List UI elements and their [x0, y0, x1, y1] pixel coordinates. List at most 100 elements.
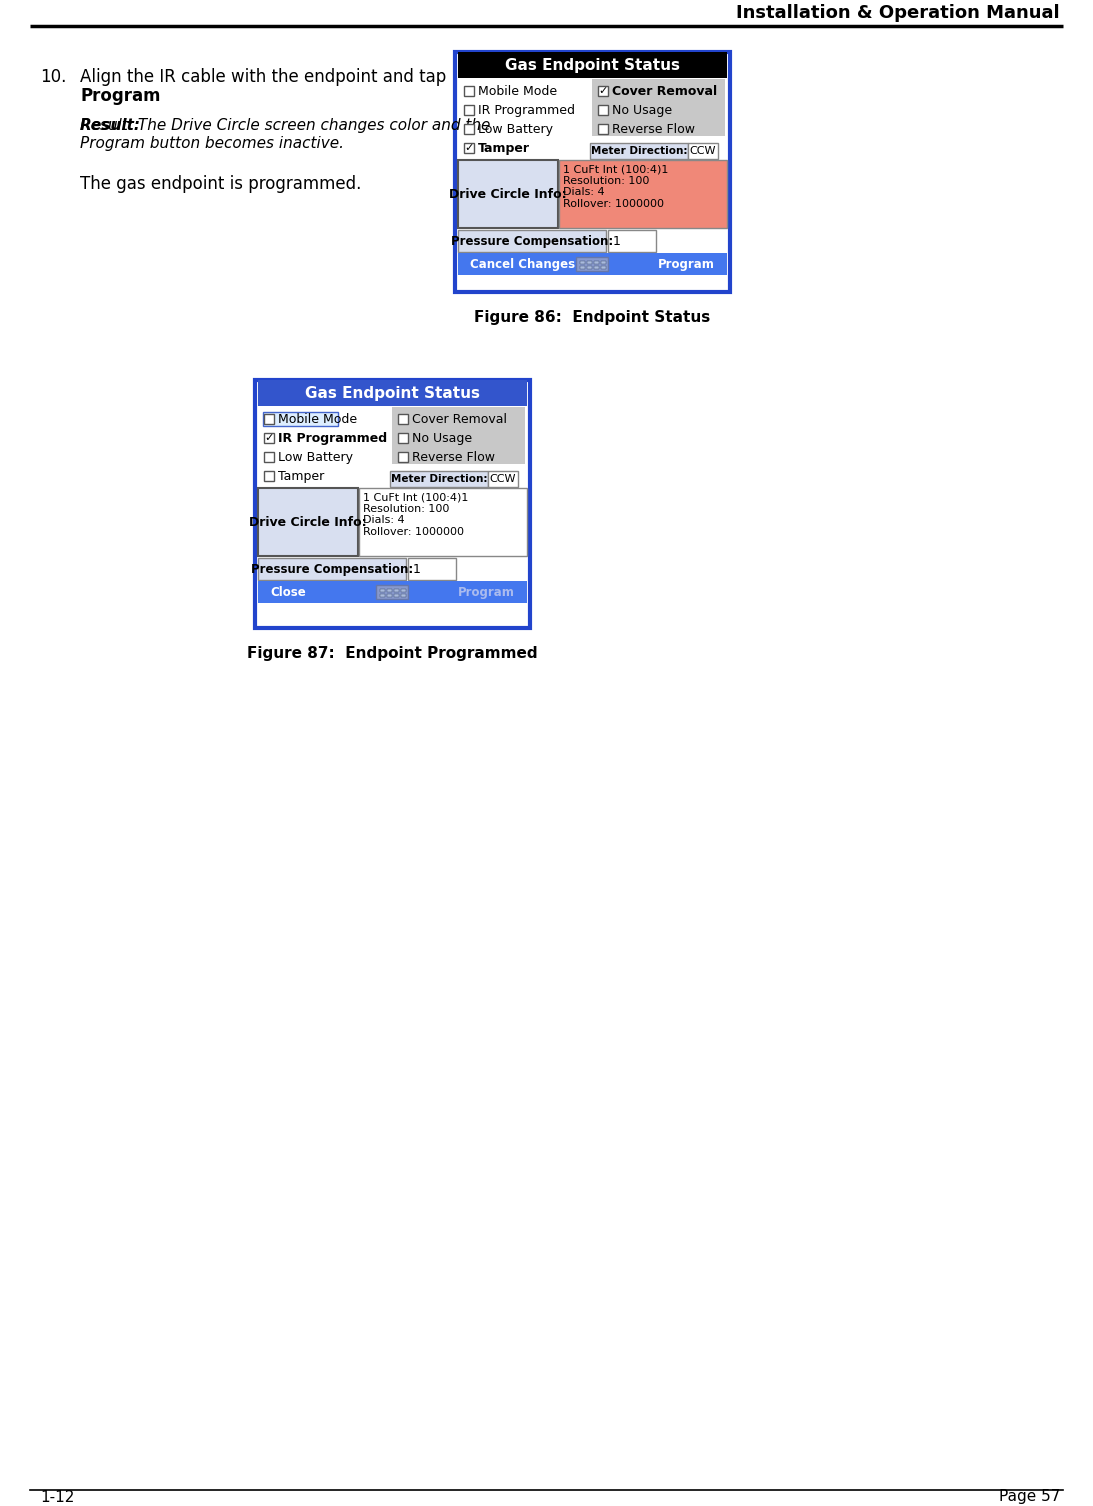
- Text: Mobile Mode: Mobile Mode: [278, 413, 357, 426]
- Bar: [359, 488, 527, 556]
- Bar: [458, 253, 727, 276]
- Text: ✓: ✓: [265, 434, 273, 443]
- Text: Gas Endpoint Status: Gas Endpoint Status: [305, 386, 480, 401]
- Bar: [265, 471, 274, 480]
- Text: ✓: ✓: [598, 86, 608, 96]
- Bar: [398, 452, 408, 462]
- Bar: [458, 53, 727, 78]
- Text: CCW: CCW: [490, 474, 516, 483]
- Bar: [393, 593, 399, 596]
- Bar: [576, 258, 608, 271]
- Bar: [401, 593, 406, 596]
- Bar: [587, 267, 592, 270]
- Bar: [590, 143, 687, 160]
- Bar: [387, 589, 392, 592]
- Text: Mobile Mode: Mobile Mode: [478, 84, 557, 98]
- Bar: [392, 407, 525, 464]
- Text: Program: Program: [458, 586, 515, 598]
- Bar: [398, 414, 408, 425]
- Bar: [598, 105, 608, 114]
- Bar: [580, 261, 585, 264]
- Bar: [390, 471, 487, 486]
- Bar: [592, 78, 725, 136]
- Bar: [255, 380, 530, 628]
- Bar: [458, 160, 559, 227]
- Bar: [465, 123, 474, 134]
- Bar: [687, 143, 718, 160]
- Text: Low Battery: Low Battery: [478, 122, 553, 136]
- Text: Page 57: Page 57: [999, 1489, 1060, 1504]
- Bar: [408, 559, 456, 580]
- Bar: [608, 230, 656, 252]
- Bar: [601, 267, 606, 270]
- Bar: [593, 261, 599, 264]
- Text: Close: Close: [270, 586, 306, 598]
- Text: Reverse Flow: Reverse Flow: [612, 122, 695, 136]
- Bar: [465, 86, 474, 96]
- Text: ✓: ✓: [465, 143, 473, 154]
- Bar: [380, 589, 385, 592]
- Text: 1 CuFt Int (100:4)1
Resolution: 100
Dials: 4
Rollover: 1000000: 1 CuFt Int (100:4)1 Resolution: 100 Dial…: [363, 492, 469, 536]
- Text: Program: Program: [658, 258, 715, 271]
- Text: 1: 1: [413, 563, 421, 575]
- Text: Align the IR cable with the endpoint and tap: Align the IR cable with the endpoint and…: [80, 68, 446, 86]
- Bar: [387, 593, 392, 596]
- Text: 1-12: 1-12: [40, 1489, 74, 1504]
- Text: Meter Direction:: Meter Direction:: [590, 146, 687, 157]
- Text: Meter Direction:: Meter Direction:: [391, 474, 487, 483]
- Text: The gas endpoint is programmed.: The gas endpoint is programmed.: [80, 175, 362, 193]
- Bar: [376, 584, 408, 599]
- Bar: [380, 593, 385, 596]
- Text: Cover Removal: Cover Removal: [412, 413, 507, 426]
- Bar: [465, 143, 474, 154]
- Bar: [258, 559, 406, 580]
- Text: 1: 1: [613, 235, 621, 247]
- Bar: [258, 380, 527, 407]
- Bar: [458, 230, 606, 252]
- Text: Pressure Compensation:: Pressure Compensation:: [251, 563, 413, 575]
- Text: CCW: CCW: [690, 146, 716, 157]
- Text: 10.: 10.: [40, 68, 67, 86]
- Bar: [265, 452, 274, 462]
- Text: Program button becomes inactive.: Program button becomes inactive.: [80, 136, 344, 151]
- Bar: [401, 589, 406, 592]
- Bar: [455, 53, 730, 292]
- Bar: [559, 160, 727, 227]
- Bar: [598, 86, 608, 96]
- Bar: [265, 414, 274, 425]
- Bar: [587, 261, 592, 264]
- Text: Drive Circle Info:: Drive Circle Info:: [449, 188, 567, 200]
- Text: Cancel Changes: Cancel Changes: [470, 258, 575, 271]
- Text: 1 CuFt Int (100:4)1
Resolution: 100
Dials: 4
Rollover: 1000000: 1 CuFt Int (100:4)1 Resolution: 100 Dial…: [563, 164, 669, 209]
- Text: Reverse Flow: Reverse Flow: [412, 450, 495, 464]
- Bar: [465, 105, 474, 114]
- Text: Low Battery: Low Battery: [278, 450, 353, 464]
- Text: No Usage: No Usage: [612, 104, 672, 116]
- Bar: [258, 581, 527, 602]
- Bar: [580, 267, 585, 270]
- Bar: [393, 589, 399, 592]
- Text: Tamper: Tamper: [278, 470, 325, 482]
- Bar: [265, 434, 274, 443]
- Text: Figure 86:  Endpoint Status: Figure 86: Endpoint Status: [474, 310, 710, 325]
- Text: Gas Endpoint Status: Gas Endpoint Status: [505, 57, 680, 72]
- Text: Tamper: Tamper: [478, 142, 530, 155]
- Text: Pressure Compensation:: Pressure Compensation:: [451, 235, 613, 247]
- Text: IR Programmed: IR Programmed: [478, 104, 575, 116]
- Bar: [601, 261, 606, 264]
- Bar: [263, 413, 338, 426]
- Bar: [598, 123, 608, 134]
- Bar: [593, 267, 599, 270]
- Text: Program: Program: [80, 87, 161, 105]
- Text: No Usage: No Usage: [412, 432, 472, 444]
- Bar: [258, 488, 359, 556]
- Text: Result: The Drive Circle screen changes color and the: Result: The Drive Circle screen changes …: [80, 117, 491, 133]
- Text: Drive Circle Info:: Drive Circle Info:: [249, 515, 367, 529]
- Text: Installation & Operation Manual: Installation & Operation Manual: [737, 5, 1060, 23]
- Text: IR Programmed: IR Programmed: [278, 432, 387, 444]
- Bar: [487, 471, 518, 486]
- Text: Figure 87:  Endpoint Programmed: Figure 87: Endpoint Programmed: [247, 646, 538, 661]
- Text: Result:: Result:: [80, 117, 145, 133]
- Text: Cover Removal: Cover Removal: [612, 84, 717, 98]
- Bar: [398, 434, 408, 443]
